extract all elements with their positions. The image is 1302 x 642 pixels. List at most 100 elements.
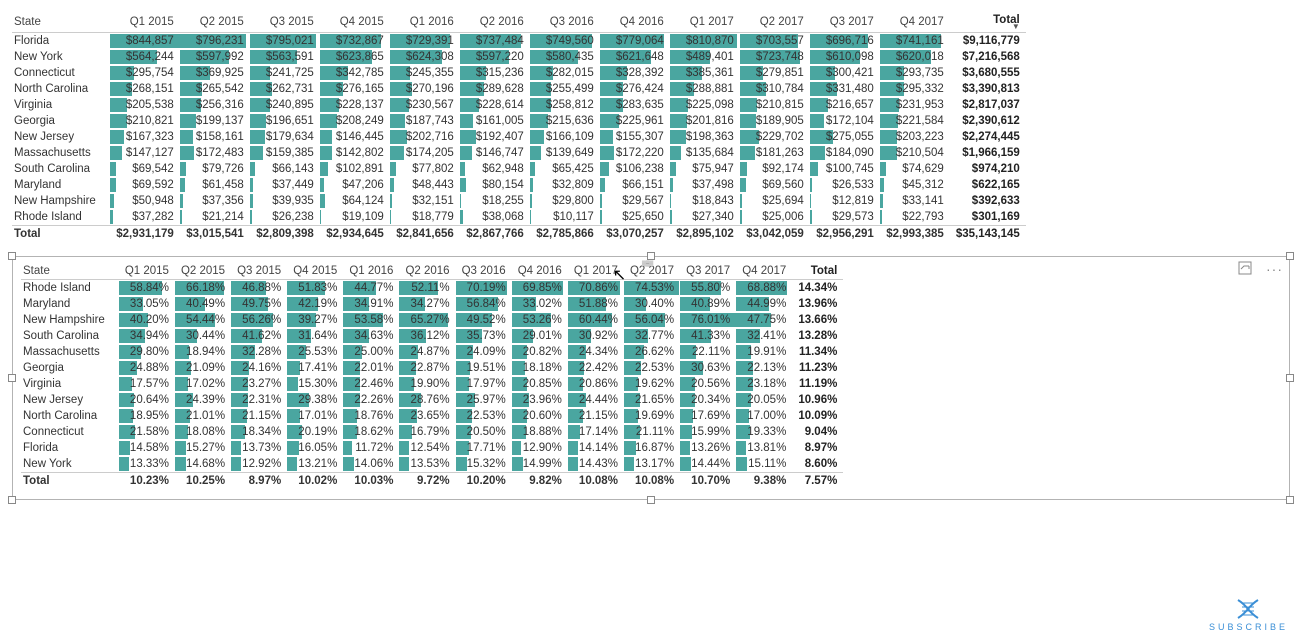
col-quarter[interactable]: Q4 2016 — [512, 263, 568, 280]
table-row[interactable]: Georgia24.88%21.09%24.16%17.41%22.01%22.… — [21, 360, 843, 376]
table-row[interactable]: Florida14.58%15.27%13.73%16.05%11.72%12.… — [21, 440, 843, 456]
col-state[interactable]: State — [21, 263, 119, 280]
value-cell: 15.32% — [456, 456, 512, 473]
col-quarter[interactable]: Q4 2017 — [736, 263, 792, 280]
col-quarter[interactable]: Q1 2016 — [343, 263, 399, 280]
value-cell: 19.51% — [456, 360, 512, 376]
resize-handle[interactable] — [647, 496, 655, 504]
value-cell: $295,332 — [880, 81, 950, 97]
col-total[interactable]: Total — [792, 263, 843, 280]
state-cell: Georgia — [21, 360, 119, 376]
table-row[interactable]: New Jersey20.64%24.39%22.31%29.38%22.26%… — [21, 392, 843, 408]
state-cell: Maryland — [21, 296, 119, 312]
table-row[interactable]: New Hampshire$50,948$37,356$39,935$64,12… — [12, 193, 1026, 209]
table-row[interactable]: Connecticut21.58%18.08%18.34%20.19%18.62… — [21, 424, 843, 440]
column-total-cell: 9.72% — [399, 473, 455, 490]
total-row: Total$2,931,179$3,015,541$2,809,398$2,93… — [12, 226, 1026, 243]
col-quarter[interactable]: Q2 2017 — [740, 12, 810, 33]
table-row[interactable]: Rhode Island$37,282$21,214$26,238$19,109… — [12, 209, 1026, 226]
table-row[interactable]: New Jersey$167,323$158,161$179,634$146,4… — [12, 129, 1026, 145]
value-cell: 17.97% — [456, 376, 512, 392]
value-cell: 15.30% — [287, 376, 343, 392]
value-cell: 17.00% — [736, 408, 792, 424]
col-quarter[interactable]: Q1 2016 — [390, 12, 460, 33]
value-cell: 32.77% — [624, 328, 680, 344]
col-quarter[interactable]: Q2 2015 — [175, 263, 231, 280]
table-row[interactable]: Maryland$69,592$61,458$37,449$47,206$48,… — [12, 177, 1026, 193]
value-cell: $26,238 — [250, 209, 320, 226]
col-quarter[interactable]: Q4 2015 — [287, 263, 343, 280]
value-cell: $196,651 — [250, 113, 320, 129]
drag-grip-icon[interactable]: ════ — [642, 261, 660, 267]
table-row[interactable]: Florida$844,857$796,231$795,021$732,867$… — [12, 33, 1026, 50]
resize-handle[interactable] — [8, 252, 16, 260]
focus-mode-icon[interactable] — [1238, 261, 1252, 278]
value-cell: 24.44% — [568, 392, 624, 408]
value-cell: 22.87% — [399, 360, 455, 376]
table-row[interactable]: Connecticut$295,754$369,925$241,725$342,… — [12, 65, 1026, 81]
col-quarter[interactable]: Q1 2015 — [110, 12, 180, 33]
value-cell: 12.92% — [231, 456, 287, 473]
value-cell: 44.99% — [736, 296, 792, 312]
value-cell: 19.91% — [736, 344, 792, 360]
table-row[interactable]: Massachusetts$147,127$172,483$159,385$14… — [12, 145, 1026, 161]
value-cell: 51.88% — [568, 296, 624, 312]
column-total-cell: 10.02% — [287, 473, 343, 490]
pct-matrix-visual[interactable]: ════ ↖ ··· State Q1 2015Q2 2015Q3 2015Q4… — [12, 256, 1290, 500]
table-row[interactable]: Maryland33.05%40.49%49.75%42.19%34.91%34… — [21, 296, 843, 312]
value-cell: 13.17% — [624, 456, 680, 473]
resize-handle[interactable] — [1286, 374, 1294, 382]
table-row[interactable]: Massachusetts29.80%18.94%32.28%25.53%25.… — [21, 344, 843, 360]
table-row[interactable]: North Carolina18.95%21.01%21.15%17.01%18… — [21, 408, 843, 424]
col-quarter[interactable]: Q3 2015 — [231, 263, 287, 280]
table-row[interactable]: New York$564,244$597,992$563,591$623,865… — [12, 49, 1026, 65]
value-cell: $256,316 — [180, 97, 250, 113]
resize-handle[interactable] — [1286, 496, 1294, 504]
value-cell: $172,220 — [600, 145, 670, 161]
col-quarter[interactable]: Q4 2016 — [600, 12, 670, 33]
col-quarter[interactable]: Q3 2015 — [250, 12, 320, 33]
col-quarter[interactable]: Q2 2015 — [180, 12, 250, 33]
value-cell: $62,948 — [460, 161, 530, 177]
value-cell: 24.39% — [175, 392, 231, 408]
value-cell: 76.01% — [680, 312, 736, 328]
table-row[interactable]: South Carolina34.94%30.44%41.62%31.64%34… — [21, 328, 843, 344]
table-row[interactable]: Virginia$205,538$256,316$240,895$228,137… — [12, 97, 1026, 113]
resize-handle[interactable] — [8, 496, 16, 504]
col-quarter[interactable]: Q4 2015 — [320, 12, 390, 33]
table-row[interactable]: South Carolina$69,542$79,726$66,143$102,… — [12, 161, 1026, 177]
resize-handle[interactable] — [1286, 252, 1294, 260]
col-quarter[interactable]: Q3 2017 — [680, 263, 736, 280]
table-row[interactable]: Virginia17.57%17.02%23.27%15.30%22.46%19… — [21, 376, 843, 392]
col-quarter[interactable]: Q3 2017 — [810, 12, 880, 33]
value-cell: $158,161 — [180, 129, 250, 145]
col-quarter[interactable]: Q3 2016 — [530, 12, 600, 33]
col-quarter[interactable]: Q4 2017 — [880, 12, 950, 33]
sales-matrix-visual[interactable]: State Q1 2015Q2 2015Q3 2015Q4 2015Q1 201… — [12, 12, 1290, 242]
col-quarter[interactable]: Q2 2016 — [460, 12, 530, 33]
col-quarter[interactable]: Q1 2017 — [670, 12, 740, 33]
value-cell: 21.58% — [119, 424, 175, 440]
col-quarter[interactable]: Q1 2015 — [119, 263, 175, 280]
resize-handle[interactable] — [8, 374, 16, 382]
more-options-icon[interactable]: ··· — [1266, 261, 1283, 278]
value-cell: 70.19% — [456, 280, 512, 297]
table-row[interactable]: North Carolina$268,151$265,542$262,731$2… — [12, 81, 1026, 97]
value-cell: $580,435 — [530, 49, 600, 65]
col-quarter[interactable]: Q3 2016 — [456, 263, 512, 280]
value-cell: $198,363 — [670, 129, 740, 145]
table-row[interactable]: Rhode Island58.84%66.18%46.88%51.83%44.7… — [21, 280, 843, 297]
subscribe-watermark: SUBSCRIBE — [1209, 598, 1288, 632]
table-row[interactable]: New York13.33%14.68%12.92%13.21%14.06%13… — [21, 456, 843, 473]
value-cell: $276,165 — [320, 81, 390, 97]
table-row[interactable]: Georgia$210,821$199,137$196,651$208,249$… — [12, 113, 1026, 129]
value-cell: $796,231 — [180, 33, 250, 50]
table-row[interactable]: New Hampshire40.20%54.44%56.26%39.27%53.… — [21, 312, 843, 328]
value-cell: $210,815 — [740, 97, 810, 113]
column-total-cell: 10.20% — [456, 473, 512, 490]
value-cell: 22.42% — [568, 360, 624, 376]
col-state[interactable]: State — [12, 12, 110, 33]
row-total-cell: $622,165 — [950, 177, 1026, 193]
col-total[interactable]: Total▼ — [950, 12, 1026, 33]
col-quarter[interactable]: Q2 2016 — [399, 263, 455, 280]
